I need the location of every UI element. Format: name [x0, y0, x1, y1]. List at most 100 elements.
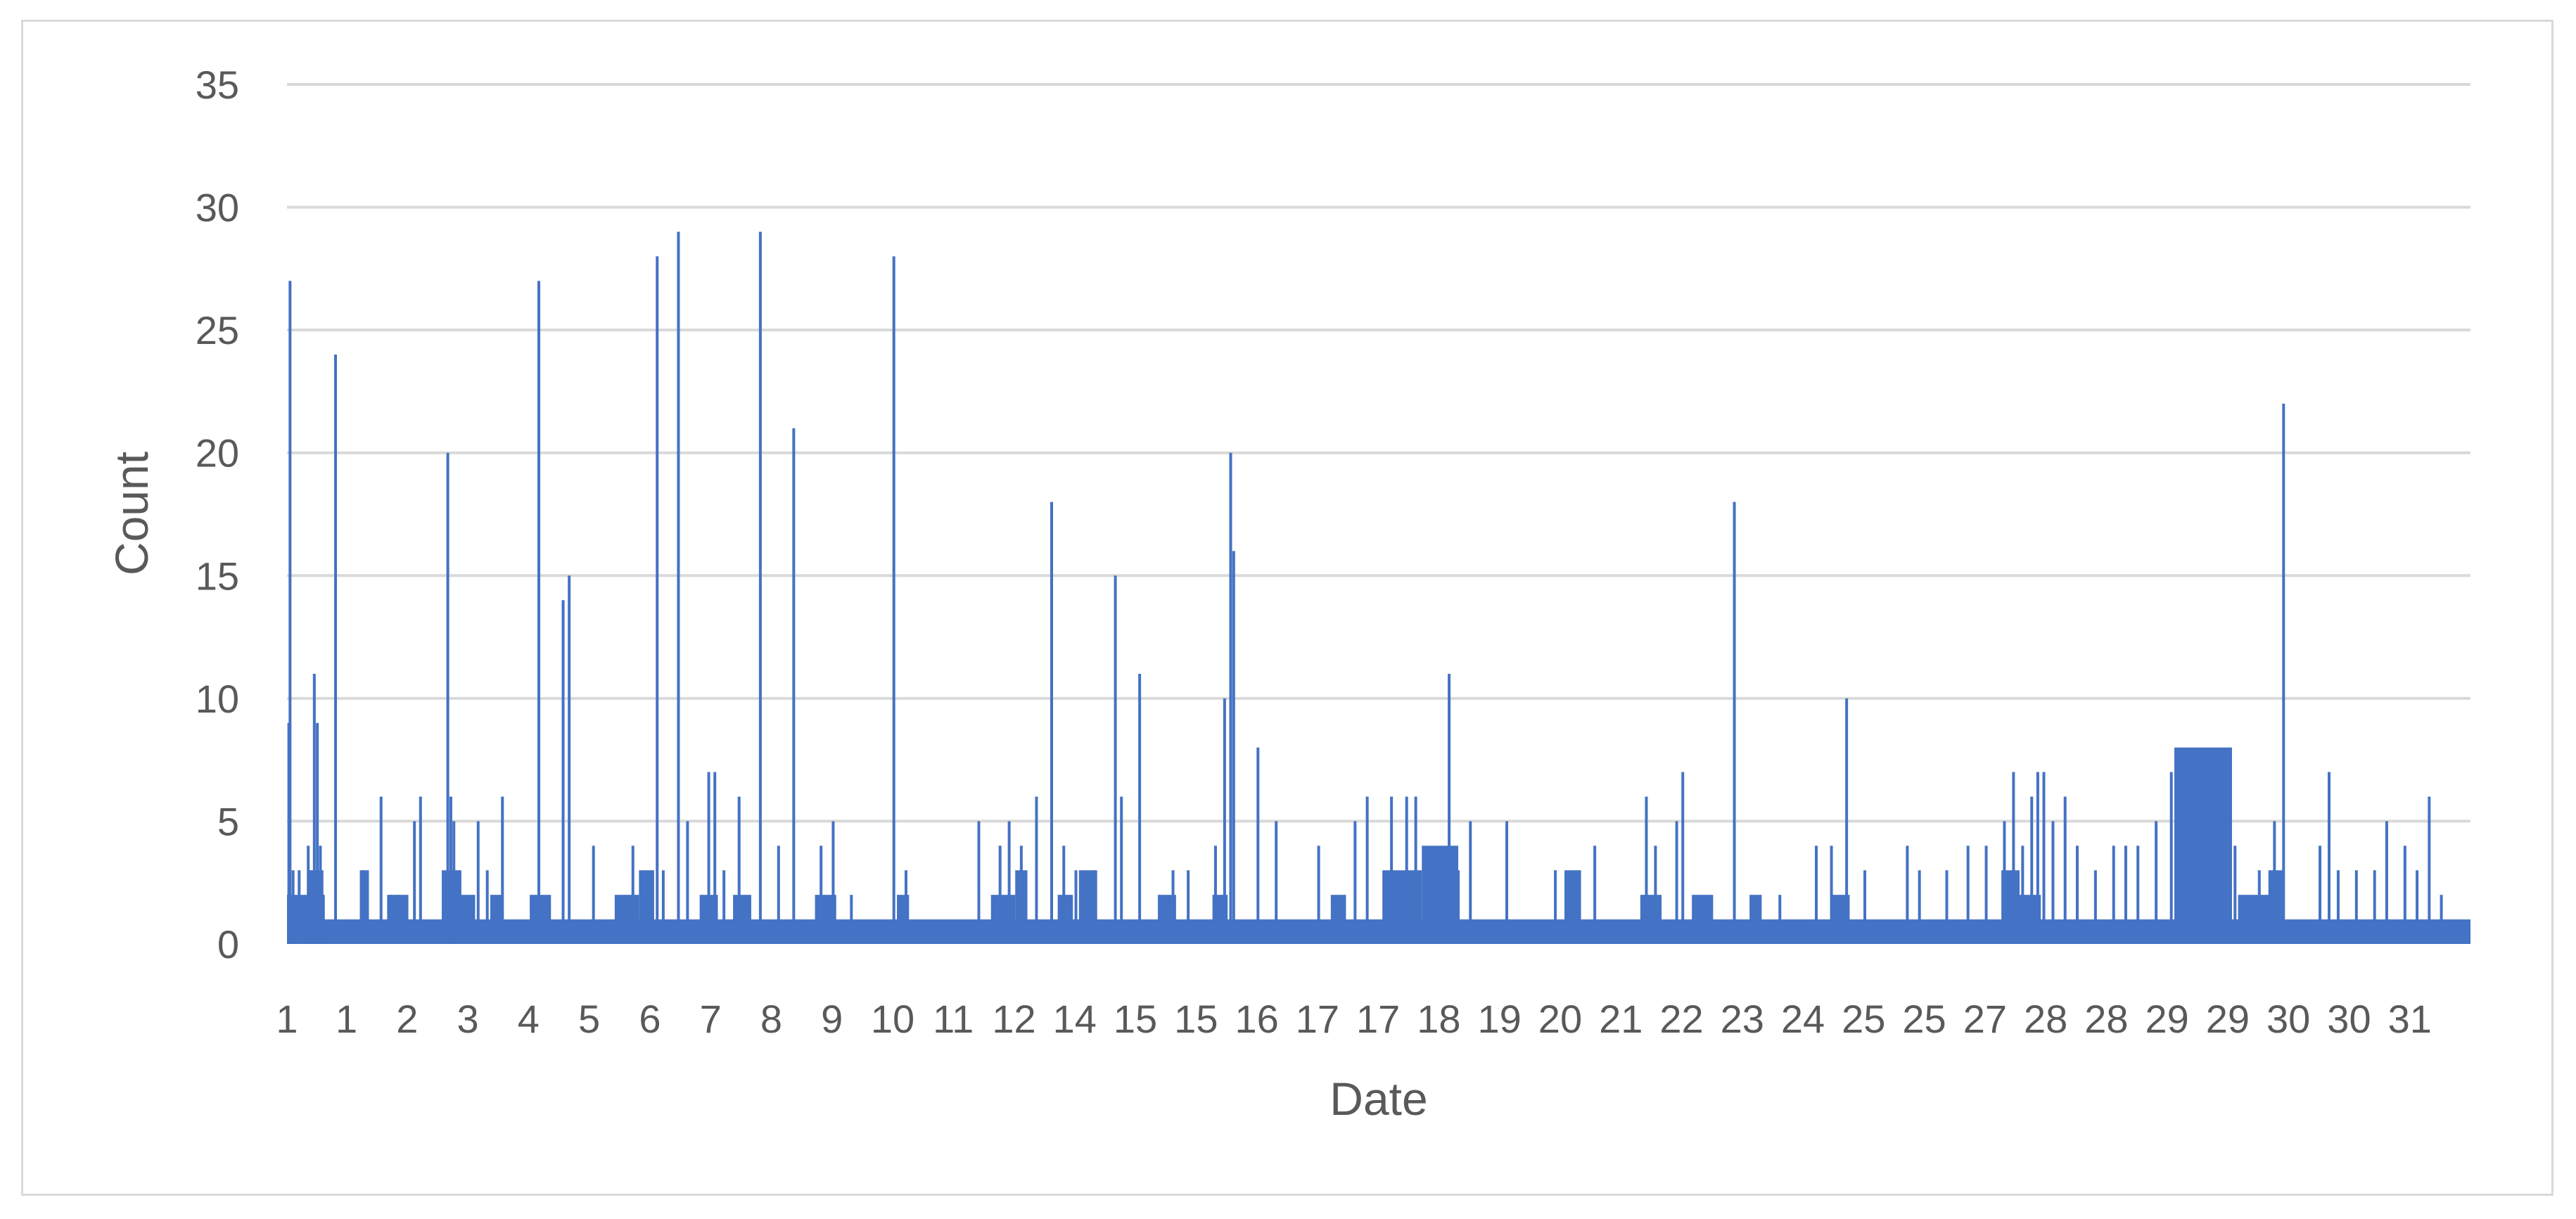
x-tick-label: 14 [1053, 997, 1097, 1041]
bar [1019, 845, 1023, 944]
bar [2327, 772, 2330, 944]
bar-block [1564, 870, 1580, 944]
bar [1681, 772, 1685, 944]
x-tick-label: 25 [1842, 997, 1885, 1041]
bar [1035, 796, 1038, 944]
bar [568, 575, 571, 944]
bar [2003, 821, 2006, 944]
bar [288, 281, 292, 944]
bar [310, 870, 313, 944]
bar [1256, 747, 1260, 944]
bar [2354, 870, 2358, 944]
bar [2273, 821, 2276, 944]
bar [892, 256, 895, 944]
x-tick-label: 4 [518, 997, 540, 1041]
bar [1918, 870, 1921, 944]
bar [307, 845, 310, 944]
x-tick-label: 27 [1963, 997, 2007, 1041]
bar [2112, 845, 2115, 944]
bar [686, 821, 689, 944]
bar [1554, 870, 1557, 944]
bar [1830, 845, 1833, 944]
bar-block [2268, 870, 2284, 944]
bar-block [2174, 747, 2232, 944]
x-axis-tick-labels: 1 1 2 3 4 5 6 7 8 9 10 11 12 14 15 15 16 17 17 18 19 20 21 22 23… [276, 997, 2431, 1041]
bar [379, 796, 383, 944]
x-tick-label: 1 [336, 997, 357, 1041]
x-tick-label: 23 [1721, 997, 1764, 1041]
y-axis-tick-labels: 0 5 10 15 20 25 30 35 [196, 63, 239, 966]
bar [1074, 870, 1078, 944]
bar [2282, 403, 2285, 944]
bar [722, 870, 726, 944]
y-tick-label: 15 [196, 554, 239, 598]
bar [2428, 796, 2431, 944]
bar [904, 870, 907, 944]
x-tick-label: 30 [2266, 997, 2310, 1041]
x-tick-label: 15 [1114, 997, 1157, 1041]
y-tick-label: 20 [196, 431, 239, 476]
bar-block [614, 895, 639, 944]
bar [537, 281, 541, 944]
bar [1229, 452, 1232, 944]
bar [1138, 673, 1142, 944]
bar [2012, 772, 2015, 944]
bar [2176, 821, 2179, 944]
bar [1945, 870, 1949, 944]
bar-block [530, 895, 551, 944]
bar-block [733, 895, 751, 944]
gridlines [287, 83, 2470, 823]
bar [1654, 845, 1657, 944]
bar [661, 870, 665, 944]
bar [2021, 845, 2025, 944]
bar [287, 722, 291, 944]
bar [2124, 845, 2127, 944]
x-tick-label: 22 [1659, 997, 1703, 1041]
bar [1733, 502, 1736, 944]
bar [316, 722, 319, 944]
x-tick-label: 29 [2145, 997, 2189, 1041]
bar [1966, 845, 1970, 944]
bar [831, 821, 835, 944]
bar [1505, 821, 1509, 944]
y-tick-label: 0 [217, 922, 239, 966]
bar-block [1692, 895, 1714, 944]
bar [452, 821, 456, 944]
bar [713, 772, 717, 944]
bar [1469, 821, 1472, 944]
bar [2185, 870, 2188, 944]
bar [2336, 870, 2340, 944]
x-axis-title: Date [1330, 1073, 1427, 1125]
bar [2440, 895, 2443, 944]
bar [2030, 796, 2034, 944]
bar [977, 821, 981, 944]
bar [1007, 821, 1011, 944]
bar [485, 870, 489, 944]
bar [1578, 870, 1581, 944]
x-tick-label: 30 [2327, 997, 2371, 1041]
bar [1593, 845, 1597, 944]
x-tick-label: 25 [1902, 997, 1946, 1041]
bar [2373, 870, 2376, 944]
bar [1457, 870, 1460, 944]
bar-block [1330, 895, 1346, 944]
bar [1213, 845, 1217, 944]
bar [792, 428, 796, 944]
bar [1187, 870, 1190, 944]
x-tick-label: 21 [1599, 997, 1643, 1041]
bar-block [359, 870, 369, 944]
bar [2169, 772, 2173, 944]
bar [1405, 796, 1408, 944]
bar [458, 870, 461, 944]
bar [1645, 796, 1648, 944]
bar [2416, 870, 2419, 944]
y-tick-label: 30 [196, 186, 239, 230]
bar-block [990, 895, 1016, 944]
bar [561, 600, 565, 944]
x-tick-label: 11 [933, 997, 974, 1041]
bar [1092, 870, 1096, 944]
y-axis-title: Count [106, 452, 158, 575]
bar [707, 772, 710, 944]
bar [2063, 796, 2067, 944]
